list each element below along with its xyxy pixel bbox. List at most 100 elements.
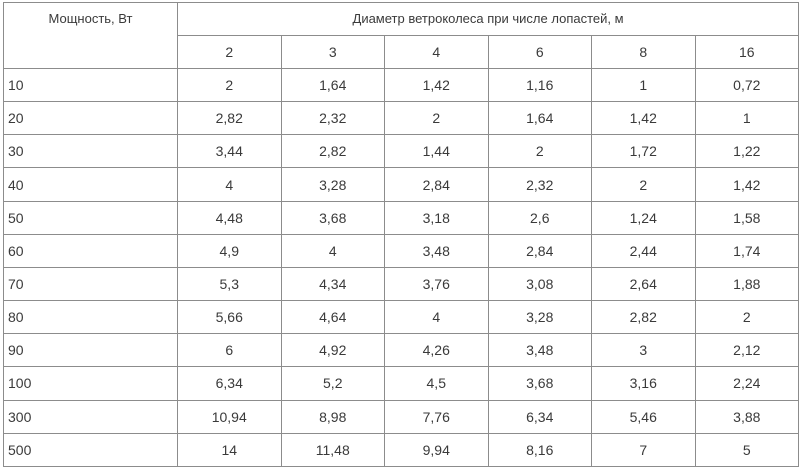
diameter-cell: 2,84	[487, 233, 592, 268]
diameter-cell: 2,32	[280, 101, 385, 136]
table-row: 70 5,3 4,34 3,76 3,08 2,64 1,88	[3, 266, 800, 302]
diameter-cell: 3,28	[280, 167, 385, 202]
diameter-cell: 2	[591, 167, 696, 202]
diameter-cell: 2	[177, 67, 282, 103]
diameter-cell: 1,22	[694, 134, 800, 169]
diameter-cell: 11,48	[280, 432, 385, 468]
diameter-cell: 1	[694, 101, 800, 136]
row-power-value: 70	[3, 266, 178, 302]
diameter-cell: 1,88	[694, 266, 800, 302]
diameter-cell: 2,12	[694, 333, 800, 368]
diameter-cell: 14	[177, 432, 282, 468]
header-blade-count: 16	[694, 35, 800, 69]
diameter-cell: 3,16	[591, 366, 696, 401]
diameter-cell: 1,42	[694, 167, 800, 202]
wind-wheel-diameter-table: Мощность, Вт Диаметр ветроколеса при чис…	[3, 2, 800, 468]
diameter-cell: 3,68	[280, 200, 385, 235]
diameter-cell: 5	[694, 432, 800, 468]
header-blade-count: 3	[280, 35, 385, 69]
diameter-cell: 1,42	[591, 101, 696, 136]
header-row-top: Мощность, Вт Диаметр ветроколеса при чис…	[3, 2, 800, 69]
diameter-cell: 3,48	[384, 233, 489, 268]
row-power-value: 300	[3, 399, 178, 434]
row-power-value: 80	[3, 300, 178, 335]
row-power-value: 100	[3, 366, 178, 401]
diameter-cell: 5,46	[591, 399, 696, 434]
diameter-cell: 2	[694, 300, 800, 335]
diameter-cell: 7	[591, 432, 696, 468]
row-power-value: 60	[3, 233, 178, 268]
diameter-cell: 8,98	[280, 399, 385, 434]
diameter-cell: 10,94	[177, 399, 282, 434]
diameter-cell: 1,58	[694, 200, 800, 235]
diameter-cell: 2,82	[280, 134, 385, 169]
diameter-cell: 4,48	[177, 200, 282, 235]
diameter-cell: 1,64	[487, 101, 592, 136]
header-row-blades: 2 3 4 6 8 16	[4, 35, 800, 69]
row-power-value: 500	[3, 432, 178, 468]
row-power-value: 50	[3, 200, 178, 235]
row-power-value: 20	[3, 101, 178, 136]
diameter-cell: 5,2	[280, 366, 385, 401]
table-row: 10 2 1,64 1,42 1,16 1 0,72	[3, 67, 800, 103]
diameter-cell: 3,68	[487, 366, 592, 401]
diameter-cell: 2,82	[177, 101, 282, 136]
diameter-cell: 4	[384, 300, 489, 335]
header-blade-count: 6	[487, 35, 592, 69]
row-power-value: 30	[3, 134, 178, 169]
diameter-cell: 6,34	[177, 366, 282, 401]
diameter-cell: 3	[591, 333, 696, 368]
diameter-cell: 3,88	[694, 399, 800, 434]
table-row: 40 4 3,28 2,84 2,32 2 1,42	[3, 167, 800, 202]
table-row: 90 6 4,92 4,26 3,48 3 2,12	[3, 333, 800, 368]
diameter-cell: 3,48	[487, 333, 592, 368]
diameter-cell: 5,66	[177, 300, 282, 335]
diameter-cell: 4,26	[384, 333, 489, 368]
row-power-value: 40	[3, 167, 178, 202]
diameter-cell: 2,24	[694, 366, 800, 401]
diameter-cell: 2,64	[591, 266, 696, 302]
table-row: 30 3,44 2,82 1,44 2 1,72 1,22	[3, 134, 800, 169]
table-header: Мощность, Вт Диаметр ветроколеса при чис…	[3, 2, 800, 69]
diameter-cell: 4,92	[280, 333, 385, 368]
diameter-cell: 1,72	[591, 134, 696, 169]
diameter-cell: 4,5	[384, 366, 489, 401]
diameter-cell: 4,9	[177, 233, 282, 268]
diameter-cell: 3,28	[487, 300, 592, 335]
table-row: 80 5,66 4,64 4 3,28 2,82 2	[3, 300, 800, 335]
diameter-cell: 2,32	[487, 167, 592, 202]
diameter-cell: 4,64	[280, 300, 385, 335]
header-blade-count: 2	[177, 35, 282, 69]
table-body: 10 2 1,64 1,42 1,16 1 0,72 20 2,82 2,32 2 1,64 1,42 1…	[3, 67, 800, 468]
diameter-cell: 5,3	[177, 266, 282, 302]
diameter-cell: 2	[384, 101, 489, 136]
row-power-value: 10	[3, 67, 178, 103]
table-row: 20 2,82 2,32 2 1,64 1,42 1	[3, 101, 800, 136]
diameter-cell: 1,24	[591, 200, 696, 235]
diameter-cell: 2,82	[591, 300, 696, 335]
diameter-cell: 6	[177, 333, 282, 368]
header-power: Мощность, Вт	[3, 2, 178, 69]
diameter-cell: 8,16	[487, 432, 592, 468]
diameter-cell: 3,08	[487, 266, 592, 302]
diameter-cell: 6,34	[487, 399, 592, 434]
diameter-cell: 3,76	[384, 266, 489, 302]
diameter-cell: 4,34	[280, 266, 385, 302]
diameter-cell: 2	[487, 134, 592, 169]
header-blade-count: 8	[591, 35, 696, 69]
row-power-value: 90	[3, 333, 178, 368]
diameter-cell: 4	[280, 233, 385, 268]
diameter-cell: 3,18	[384, 200, 489, 235]
table-row: 300 10,94 8,98 7,76 6,34 5,46 3,88	[3, 399, 800, 434]
diameter-cell: 1,64	[280, 67, 385, 103]
diameter-cell: 1,44	[384, 134, 489, 169]
diameter-cell: 7,76	[384, 399, 489, 434]
table-row: 50 4,48 3,68 3,18 2,6 1,24 1,58	[3, 200, 800, 235]
diameter-cell: 2,44	[591, 233, 696, 268]
table-row: 500 14 11,48 9,94 8,16 7 5	[3, 432, 800, 468]
diameter-cell: 1	[591, 67, 696, 103]
table-row: 100 6,34 5,2 4,5 3,68 3,16 2,24	[3, 366, 800, 401]
diameter-cell: 4	[177, 167, 282, 202]
diameter-cell: 2,84	[384, 167, 489, 202]
